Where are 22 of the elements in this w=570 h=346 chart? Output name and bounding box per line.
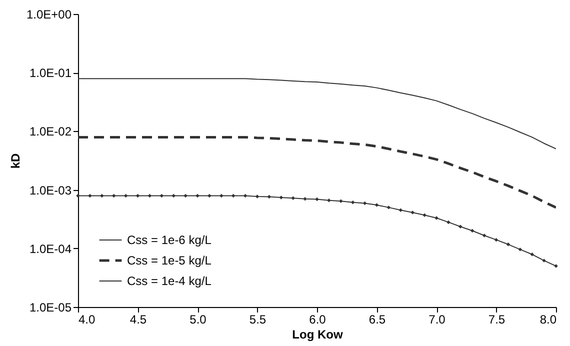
x-tick-label: 7.0: [428, 312, 446, 326]
x-tick-label: 6.0: [309, 312, 326, 326]
y-axis-title: kD: [8, 153, 22, 169]
legend-label: Css = 1e-5 kg/L: [127, 254, 212, 268]
x-tick-label: 7.5: [488, 312, 506, 326]
y-tick-label: 1.0E-02: [29, 124, 72, 139]
x-axis-title: Log Kow: [292, 328, 344, 342]
y-tick-label: 1.0E-01: [29, 66, 72, 80]
y-tick-label: 1.0E-03: [29, 183, 72, 198]
y-tick-label: 1.0E+00: [26, 8, 72, 22]
line-series: [78, 136, 556, 209]
legend-label: Css = 1e-6 kg/L: [127, 233, 212, 247]
line-series: [78, 78, 556, 150]
x-tick-label: 4.0: [78, 312, 96, 326]
x-tick-label: 8.0: [540, 312, 557, 326]
legend-label: Css = 1e-4 kg/L: [127, 274, 212, 288]
x-tick-label: 5.5: [249, 312, 266, 326]
x-tick-label: 4.5: [130, 312, 147, 326]
x-tick-label: 6.5: [368, 312, 386, 326]
y-tick-label: 1.0E-04: [29, 242, 72, 256]
y-tick-label: 1.0E-05: [29, 300, 72, 314]
x-tick-label: 5.0: [190, 312, 207, 326]
